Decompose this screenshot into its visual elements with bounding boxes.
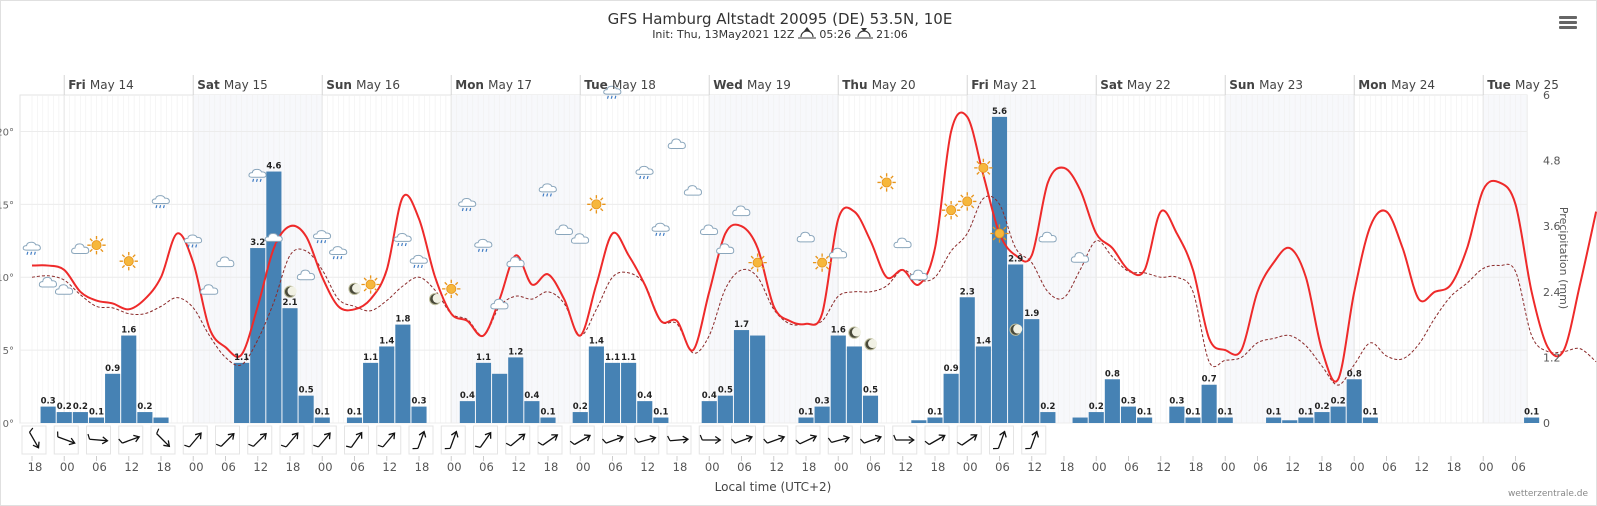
sunrise-time: 05:26 [819,28,852,41]
chart-title: GFS Hamburg Altstadt 20095 (DE) 53.5N, 1… [607,10,953,28]
sunrise-icon [797,27,816,39]
init-text: Init: Thu, 13May2021 12Z [652,28,795,41]
chart-subtitle: Init: Thu, 13May2021 12Z 05:26 21:06 [0,27,1560,41]
sunset-time: 21:06 [876,28,908,41]
menu-hamburger-icon[interactable] [1559,16,1577,30]
sunset-icon [854,28,873,39]
